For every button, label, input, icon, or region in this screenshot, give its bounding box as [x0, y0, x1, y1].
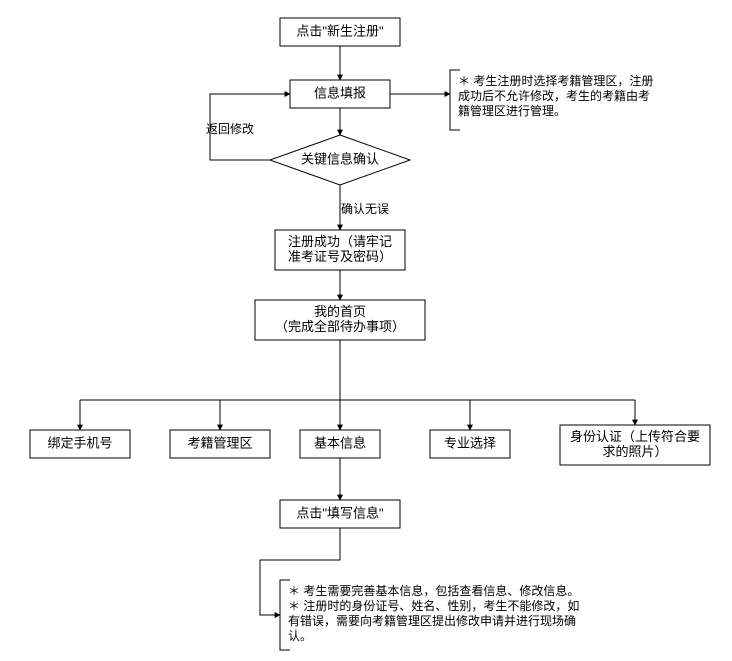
- node-n4: 注册成功（请牢记准考证号及密码）: [275, 230, 405, 270]
- node-n3: 关键信息确认: [270, 135, 410, 185]
- node-text-b5-0: 身份认证（上传符合要: [570, 429, 700, 444]
- node-text-n2-0: 信息填报: [314, 85, 366, 100]
- node-text-b3-0: 基本信息: [314, 435, 366, 450]
- node-text-b5-1: 求的照片）: [602, 444, 667, 459]
- node-b5: 身份认证（上传符合要求的照片）: [560, 425, 710, 465]
- nodes-layer: 点击"新生注册"信息填报关键信息确认注册成功（请牢记准考证号及密码）我的首页（完…: [30, 18, 710, 650]
- note-line-note2-0: ＊ 考生需要完善基本信息，包括查看信息、修改信息。: [288, 583, 579, 598]
- node-b3: 基本信息: [300, 430, 380, 458]
- note-line-note1-2: 籍管理区进行管理。: [458, 103, 566, 118]
- node-note1: ＊ 考生注册时选择考籍管理区，注册成功后不允许修改，考生的考籍由考籍管理区进行管…: [450, 70, 653, 130]
- note-line-note2-2: 有错误，需要向考籍管理区提出修改申请并进行现场确: [288, 613, 576, 628]
- node-b4: 专业选择: [430, 430, 510, 458]
- note-line-note1-1: 成功后不允许修改，考生的考籍由考: [458, 88, 650, 103]
- node-note2: ＊ 考生需要完善基本信息，包括查看信息、修改信息。＊ 注册时的身份证号、姓名、性…: [280, 580, 579, 650]
- node-n6: 点击"填写信息": [280, 500, 400, 528]
- node-b1: 绑定手机号: [30, 430, 130, 458]
- node-n5: 我的首页（完成全部待办事项）: [255, 300, 425, 340]
- node-b2: 考籍管理区: [170, 430, 270, 458]
- node-text-n4-1: 准考证号及密码）: [288, 249, 392, 264]
- node-text-n5-0: 我的首页: [314, 304, 366, 319]
- note-line-note1-0: ＊ 考生注册时选择考籍管理区，注册: [458, 73, 653, 88]
- node-n2: 信息填报: [290, 80, 390, 108]
- flowchart-canvas: 确认无误返回修改点击"新生注册"信息填报关键信息确认注册成功（请牢记准考证号及密…: [0, 0, 732, 661]
- node-text-n4-0: 注册成功（请牢记: [288, 234, 392, 249]
- node-text-b1-0: 绑定手机号: [47, 435, 112, 450]
- note-line-note2-1: ＊ 注册时的身份证号、姓名、性别，考生不能修改，如: [288, 598, 579, 613]
- node-text-n3-0: 关键信息确认: [301, 151, 379, 166]
- node-text-n6-0: 点击"填写信息": [296, 505, 384, 520]
- edge-label-e3b: 返回修改: [206, 121, 254, 136]
- node-n1: 点击"新生注册": [280, 18, 400, 46]
- note-line-note2-3: 认。: [288, 629, 312, 643]
- edge-label-e3: 确认无误: [341, 202, 389, 216]
- node-text-b2-0: 考籍管理区: [187, 435, 252, 450]
- node-text-n5-1: （完成全部待办事项）: [275, 319, 405, 334]
- node-text-n1-0: 点击"新生注册": [296, 23, 384, 38]
- node-text-b4-0: 专业选择: [444, 435, 496, 450]
